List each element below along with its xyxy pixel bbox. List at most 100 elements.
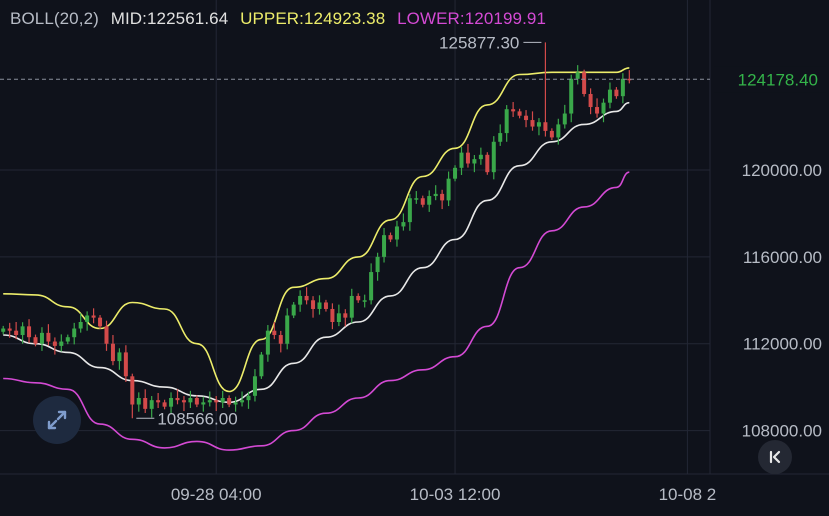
candle-body <box>1 328 6 332</box>
candle-body <box>382 235 387 257</box>
candle-body <box>285 315 290 344</box>
candle-body <box>504 109 509 134</box>
legend-upper: UPPER:124923.38 <box>240 9 386 28</box>
y-tick-label: 116000.00 <box>743 248 822 267</box>
candle-body <box>401 222 406 227</box>
last-price-box <box>714 66 826 93</box>
candle-body <box>220 398 225 403</box>
candle-body <box>614 89 619 97</box>
candle-body <box>252 376 257 396</box>
candle-body <box>207 400 212 403</box>
expand-arrows-icon <box>47 410 67 430</box>
candle-body <box>356 295 361 301</box>
candle-body <box>343 313 348 318</box>
candle-body <box>459 152 464 168</box>
y-tick-label: 112000.00 <box>743 335 822 354</box>
x-tick-label: 10-08 2 <box>659 485 717 504</box>
candle-body <box>110 343 115 362</box>
candle-body <box>162 402 167 407</box>
candle-body <box>240 400 245 403</box>
candle-body <box>311 300 316 309</box>
candle-body <box>52 341 57 346</box>
candle-body <box>369 272 374 301</box>
candle-body <box>524 115 529 121</box>
y-tick-label: 120000.00 <box>742 161 822 180</box>
candle-body <box>575 72 580 79</box>
candle-body <box>117 352 122 362</box>
candle-body <box>595 107 600 114</box>
candle-body <box>607 89 612 103</box>
candle-body <box>323 302 328 309</box>
candle-body <box>33 337 38 344</box>
candle-body <box>98 317 103 327</box>
scroll-to-latest-button[interactable] <box>758 440 792 474</box>
candle-body <box>569 78 574 114</box>
candle-body <box>453 167 458 179</box>
expand-chart-button[interactable] <box>33 396 81 444</box>
candle-body <box>246 395 251 401</box>
x-tick-label: 09-28 04:00 <box>171 485 262 504</box>
candle-body <box>440 193 445 201</box>
candle-body <box>278 335 283 344</box>
candle-body <box>556 124 561 138</box>
candle-body <box>582 72 587 94</box>
skip-to-latest-icon <box>769 450 781 464</box>
candle-body <box>59 341 64 346</box>
legend-indicator-name: BOLL(20,2) <box>10 9 99 28</box>
candle-body <box>620 78 625 97</box>
candle-body <box>188 398 193 403</box>
candle-body <box>478 154 483 160</box>
candle-body <box>446 178 451 201</box>
min-price-label: 108566.00 <box>157 409 237 428</box>
candle-body <box>562 113 567 125</box>
candle-body <box>627 78 632 81</box>
indicator-legend: BOLL(20,2) MID:122561.64 UPPER:124923.38… <box>10 9 553 29</box>
legend-mid: MID:122561.64 <box>110 9 229 28</box>
candle-body <box>91 315 96 318</box>
candle-body <box>175 398 180 401</box>
candle-body <box>130 376 135 405</box>
axes: 120000.00 116000.00 112000.00 108000.00 09-2… <box>171 161 822 504</box>
candle-body <box>530 120 535 127</box>
candle-body <box>104 326 109 344</box>
candle-body <box>498 133 503 142</box>
candle-body <box>336 313 341 322</box>
candle-body <box>375 256 380 273</box>
candle-body <box>14 330 19 336</box>
candle-body <box>214 400 219 403</box>
candle-body <box>511 109 516 112</box>
candle-body <box>20 326 25 336</box>
candle-body <box>169 398 174 407</box>
candle-body <box>362 300 367 302</box>
candle-body <box>272 330 277 336</box>
candle-body <box>485 154 490 173</box>
candle-body <box>156 400 161 403</box>
upper-band-line <box>3 67 630 393</box>
candle-body <box>388 235 393 240</box>
candle-body <box>194 398 199 405</box>
candle-body <box>7 328 12 331</box>
candle-body <box>149 400 154 409</box>
bollinger-bands <box>3 67 630 451</box>
candle-body <box>491 141 496 173</box>
annotations: 125877.30 108566.00 124178.40 <box>0 33 826 428</box>
candles <box>1 42 632 419</box>
candle-body <box>46 332 51 342</box>
legend-lower: LOWER:120199.91 <box>397 9 546 28</box>
candle-body <box>407 198 412 223</box>
candle-body <box>65 337 70 342</box>
lower-band-line <box>3 171 630 451</box>
candle-body <box>304 295 309 301</box>
mid-band-line <box>3 101 630 404</box>
candle-body <box>427 196 432 205</box>
last-price-label: 124178.40 <box>738 70 818 89</box>
candle-body <box>136 398 141 405</box>
candle-body <box>317 302 322 309</box>
max-price-label: 125877.30 <box>439 33 519 52</box>
candle-body <box>259 354 264 377</box>
y-tick-label: 108000.00 <box>742 422 822 441</box>
candle-body <box>227 398 232 405</box>
candle-body <box>27 326 32 338</box>
candle-body <box>433 193 438 197</box>
